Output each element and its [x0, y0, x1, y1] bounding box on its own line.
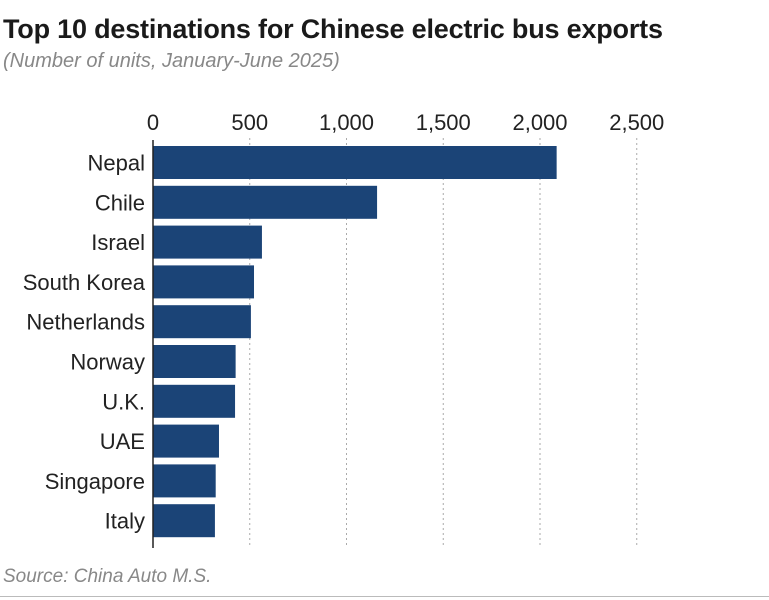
- y-category-label: Netherlands: [26, 310, 145, 335]
- y-category-label: Chile: [95, 190, 145, 215]
- y-category-label: Singapore: [45, 469, 145, 494]
- bar: [153, 225, 262, 259]
- y-category-label: South Korea: [23, 270, 146, 295]
- chart-title: Top 10 destinations for Chinese electric…: [3, 14, 663, 44]
- y-category-label: U.K.: [102, 389, 145, 414]
- y-category-label: Israel: [91, 230, 145, 255]
- bar: [153, 345, 236, 378]
- bar: [153, 384, 236, 418]
- bar: [153, 265, 255, 299]
- y-category-label: Norway: [70, 350, 145, 375]
- x-tick-label: 1,000: [319, 110, 374, 135]
- x-tick-label: 2,000: [512, 110, 567, 135]
- x-tick-label: 0: [147, 110, 159, 135]
- bar: [153, 305, 251, 339]
- y-category-label: Nepal: [88, 151, 145, 176]
- bar: [153, 504, 215, 538]
- bar: [153, 464, 216, 498]
- bar: [153, 185, 378, 219]
- source-note: Source: China Auto M.S.: [3, 566, 212, 587]
- y-category-label: Italy: [105, 509, 145, 534]
- chart-subtitle: (Number of units, January-June 2025): [3, 50, 340, 72]
- y-category-label: UAE: [100, 429, 145, 454]
- x-tick-label: 500: [231, 110, 268, 135]
- bar: [153, 424, 219, 458]
- bottom-divider: [0, 596, 769, 597]
- x-tick-label: 1,500: [416, 110, 471, 135]
- x-tick-label: 2,500: [609, 110, 664, 135]
- bar: [153, 146, 557, 179]
